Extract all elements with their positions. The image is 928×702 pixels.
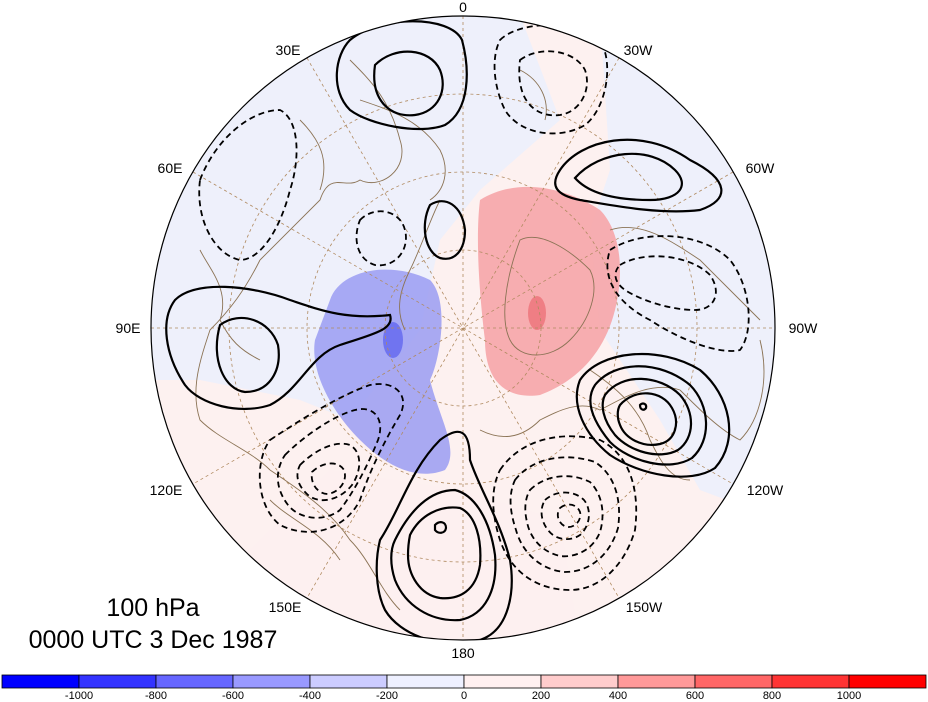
- colorbar-tick-label: -1000: [65, 690, 93, 702]
- lon-label-30w: 30W: [624, 42, 654, 58]
- colorbar-swatch: [540, 674, 619, 689]
- colorbar-swatch: [617, 674, 696, 689]
- graticule: [151, 16, 775, 640]
- colorbar-swatch: [463, 674, 542, 689]
- colorbar: -1000 -800 -600 -400 -200 0 200 400 600 800 1000: [1, 674, 927, 702]
- colorbar-swatch: [386, 674, 465, 689]
- lon-label-150e: 150E: [269, 599, 302, 615]
- lon-label-150w: 150W: [626, 599, 663, 615]
- coastlines: [195, 59, 765, 611]
- map-border: [150, 15, 776, 641]
- lon-label-90e: 90E: [116, 320, 141, 336]
- lon-label-120w: 120W: [747, 482, 784, 498]
- colorbar-tick-label: 1000: [837, 690, 861, 702]
- colorbar-tick-label: 200: [532, 690, 550, 702]
- positive-anomaly-shading: [477, 186, 620, 396]
- colorbar-swatch: [309, 674, 388, 689]
- lon-label-180: 180: [451, 645, 475, 661]
- lon-label-120e: 120E: [150, 482, 183, 498]
- lon-label-90w: 90W: [789, 320, 819, 336]
- colorbar-tick-label: -800: [145, 690, 167, 702]
- colorbar-swatch: [155, 674, 234, 689]
- colorbar-swatch: [848, 674, 927, 689]
- colorbar-tick-label: 600: [686, 690, 704, 702]
- positive-contours: [165, 20, 731, 640]
- lon-label-0: 0: [459, 0, 467, 15]
- colorbar-tick-label: -200: [376, 690, 398, 702]
- lon-label-60e: 60E: [158, 160, 183, 176]
- colorbar-tick-label: -600: [222, 690, 244, 702]
- colorbar-swatch: [771, 674, 850, 689]
- colorbar-swatch: [232, 674, 311, 689]
- timestamp-label: 0000 UTC 3 Dec 1987: [29, 626, 278, 654]
- colorbar-tick-label: -400: [299, 690, 321, 702]
- colorbar-tick-label: 400: [609, 690, 627, 702]
- lon-label-30e: 30E: [276, 42, 301, 58]
- longitude-labels: 0 30E 30W 60E 60W 90E 90W 120E 120W 150E…: [116, 0, 819, 661]
- lon-label-60w: 60W: [746, 160, 776, 176]
- pressure-level-label: 100 hPa: [106, 594, 199, 622]
- colorbar-tick-label: 0: [461, 690, 467, 702]
- colorbar-swatch: [1, 674, 80, 689]
- colorbar-swatch: [694, 674, 773, 689]
- colorbar-tick-label: 800: [763, 690, 781, 702]
- colorbar-swatch: [78, 674, 157, 689]
